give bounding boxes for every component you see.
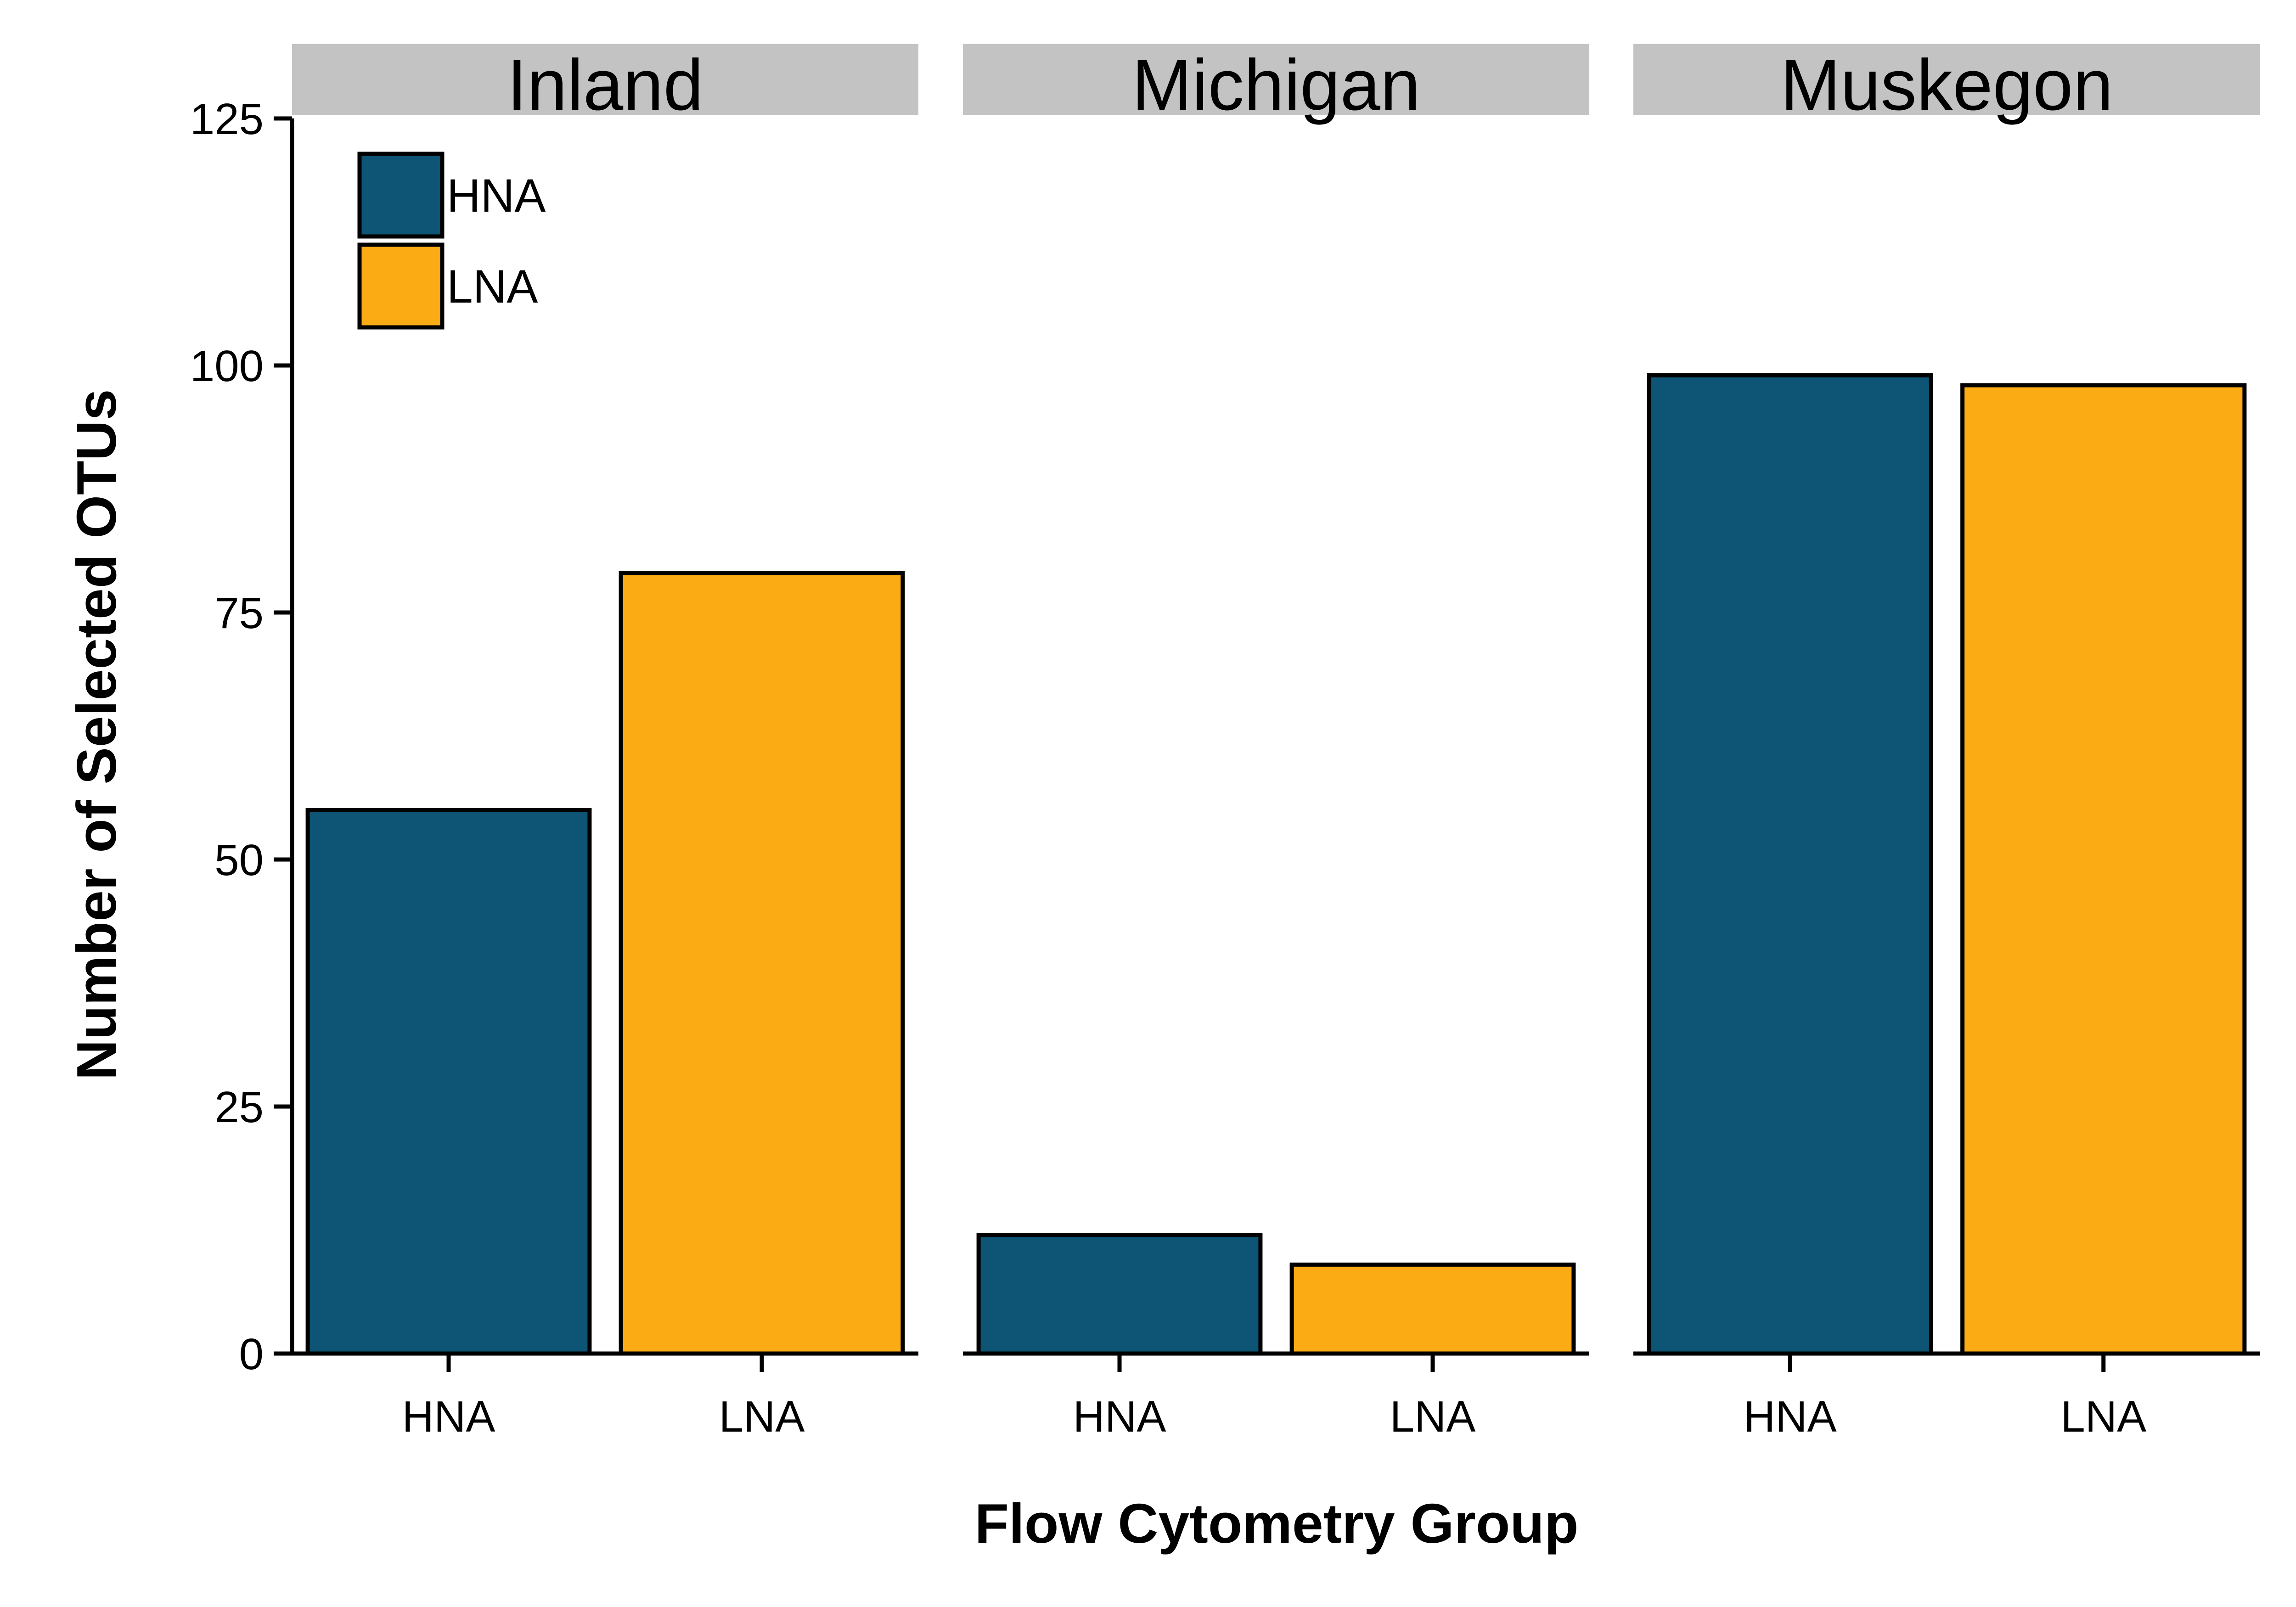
x-tick-label: HNA xyxy=(402,1392,495,1441)
bar-michigan-lna xyxy=(1289,1262,1576,1356)
x-tick-label: LNA xyxy=(1390,1392,1476,1441)
facet-strip-label: Inland xyxy=(507,45,703,125)
legend: HNA LNA xyxy=(357,152,546,330)
y-tick-label: 125 xyxy=(190,95,264,144)
legend-label-lna: LNA xyxy=(447,260,538,313)
x-axis-title: Flow Cytometry Group xyxy=(975,1492,1579,1555)
facet-strip-label: Muskegon xyxy=(1780,45,2113,125)
facet-strip xyxy=(1633,44,2260,115)
y-tick-label: 25 xyxy=(214,1083,264,1132)
panels-layer: Inland HNA LNA Michigan HNA LNA Muskegon HNA LNA xyxy=(292,44,2260,1441)
y-axis-title: Number of Selected OTUs xyxy=(65,389,128,1080)
legend-swatch-lna xyxy=(357,242,445,330)
y-tick-label: 0 xyxy=(239,1330,264,1379)
y-tick-label: 100 xyxy=(190,342,264,391)
facet-strip xyxy=(963,44,1589,115)
x-tick-label: HNA xyxy=(1073,1392,1166,1441)
y-tick-label: 50 xyxy=(214,836,264,885)
bar-inland-hna xyxy=(305,808,592,1356)
facet-strip xyxy=(292,44,918,115)
legend-swatch-hna xyxy=(357,152,445,239)
legend-label-hna: HNA xyxy=(447,169,546,222)
bar-muskegon-lna xyxy=(1960,383,2247,1356)
panel-michigan: Michigan HNA LNA xyxy=(963,44,1589,1441)
x-tick-label: LNA xyxy=(719,1392,805,1441)
x-tick-label: LNA xyxy=(2060,1392,2146,1441)
facet-strip-label: Michigan xyxy=(1132,45,1420,125)
bar-muskegon-hna xyxy=(1647,373,1933,1356)
panel-muskegon: Muskegon HNA LNA xyxy=(1633,44,2260,1441)
panel-inland: Inland HNA LNA xyxy=(292,44,918,1441)
bar-michigan-hna xyxy=(976,1233,1263,1356)
y-axis: 0 25 50 75 100 125 xyxy=(190,95,294,1379)
y-tick-label: 75 xyxy=(214,589,264,638)
bar-inland-lna xyxy=(619,571,905,1356)
x-tick-label: HNA xyxy=(1744,1392,1837,1441)
